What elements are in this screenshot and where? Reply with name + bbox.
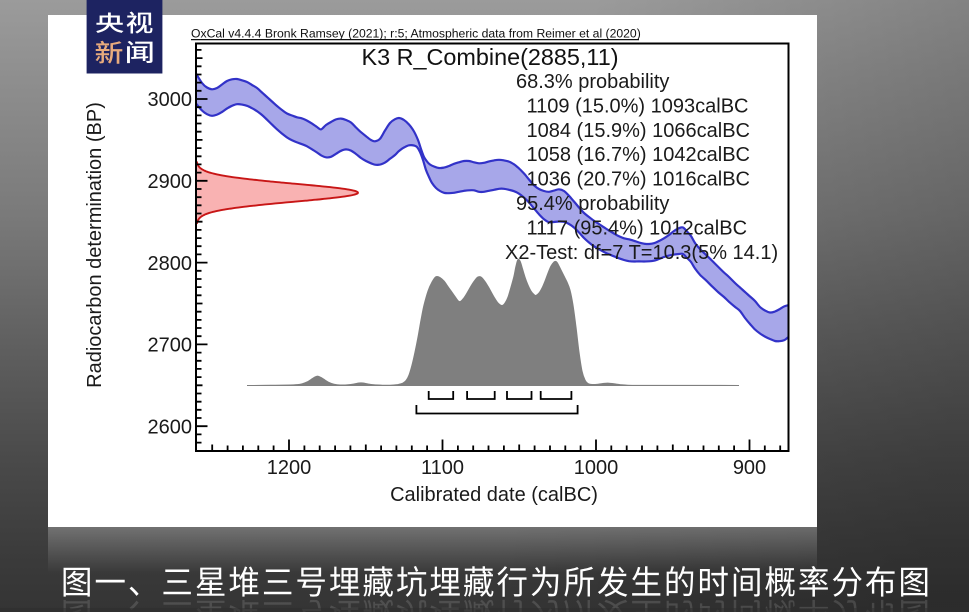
svg-text:1117 (95.4%) 1012calBC: 1117 (95.4%) 1012calBC	[527, 217, 748, 239]
svg-text:95.4% probability: 95.4% probability	[516, 193, 669, 215]
svg-text:OxCal v4.4.4 Bronk Ramsey (202: OxCal v4.4.4 Bronk Ramsey (2021); r:5; A…	[191, 26, 641, 40]
svg-text:2600: 2600	[148, 416, 193, 438]
svg-text:1000: 1000	[574, 457, 619, 479]
svg-text:Radiocarbon determination (BP): Radiocarbon determination (BP)	[84, 102, 106, 388]
svg-text:K3 R_Combine(2885,11): K3 R_Combine(2885,11)	[361, 44, 618, 70]
svg-text:1058 (16.7%) 1042calBC: 1058 (16.7%) 1042calBC	[527, 144, 750, 166]
svg-text:900: 900	[733, 457, 766, 479]
svg-text:1100: 1100	[421, 457, 464, 479]
svg-text:Calibrated date (calBC): Calibrated date (calBC)	[390, 484, 598, 506]
svg-text:1200: 1200	[267, 457, 312, 479]
svg-text:2900: 2900	[148, 171, 193, 193]
svg-text:3000: 3000	[148, 89, 193, 111]
svg-text:1109 (15.0%) 1093calBC: 1109 (15.0%) 1093calBC	[527, 95, 749, 117]
svg-text:1036 (20.7%) 1016calBC: 1036 (20.7%) 1016calBC	[527, 169, 750, 191]
svg-text:1084 (15.9%) 1066calBC: 1084 (15.9%) 1066calBC	[527, 120, 750, 142]
svg-text:2700: 2700	[148, 335, 193, 357]
svg-text:68.3% probability: 68.3% probability	[516, 71, 669, 93]
svg-text:2800: 2800	[148, 253, 193, 275]
svg-text:X2-Test: df=7 T=10.3(5% 14.1): X2-Test: df=7 T=10.3(5% 14.1)	[505, 242, 778, 264]
